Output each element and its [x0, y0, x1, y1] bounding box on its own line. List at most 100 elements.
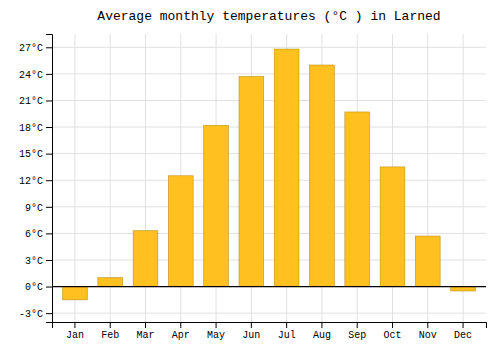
- tick: 12°C: [19, 176, 52, 187]
- tick: 27°C: [19, 43, 52, 54]
- tick: 21°C: [19, 96, 52, 107]
- tick: 15°C: [19, 149, 52, 160]
- bar: [204, 125, 229, 286]
- y-axis: -3°C 0°C 3°C 6°C 9°C 12°C 15°C 18°C 21°C 24°C 27°C: [19, 35, 53, 323]
- tick-mark: [46, 260, 52, 261]
- tick: Apr: [172, 322, 190, 341]
- bars: [52, 49, 486, 300]
- tick-label: 21°C: [19, 96, 43, 107]
- tick: Aug: [313, 322, 331, 341]
- tick-label: 15°C: [19, 149, 43, 160]
- axis-line: [53, 323, 487, 329]
- tick-label: 3°C: [25, 256, 43, 267]
- tick-label: 12°C: [19, 176, 43, 187]
- tick: 3°C: [25, 256, 52, 267]
- grid: [52, 34, 486, 322]
- tick-mark: [180, 322, 181, 328]
- tick-label: Sep: [348, 330, 366, 341]
- tick-mark: [145, 322, 146, 328]
- grid-line: [52, 233, 486, 234]
- tick-label: Oct: [383, 330, 401, 341]
- tick-label: Mar: [136, 330, 154, 341]
- bar: [168, 176, 193, 287]
- tick-label: 9°C: [25, 203, 43, 214]
- tick-label: Nov: [419, 330, 437, 341]
- grid-line: [52, 180, 486, 181]
- tick-mark: [46, 47, 52, 48]
- tick-mark: [463, 322, 464, 328]
- tick-mark: [46, 127, 52, 128]
- tick-mark: [74, 322, 75, 328]
- tick-label: 27°C: [19, 43, 43, 54]
- tick-label: -3°C: [19, 309, 43, 320]
- tick: Nov: [419, 322, 437, 341]
- bar: [133, 231, 158, 287]
- tick-label: 24°C: [19, 70, 43, 81]
- tick-label: Feb: [101, 330, 119, 341]
- chart: -3°C 0°C 3°C 6°C 9°C 12°C 15°C 18°C 21°C 24°C 27°C…: [0, 0, 500, 350]
- tick-label: 0°C: [25, 282, 43, 293]
- tick-mark: [357, 322, 358, 328]
- grid-line: [463, 34, 464, 322]
- plot: -3°C 0°C 3°C 6°C 9°C 12°C 15°C 18°C 21°C 24°C 27°C…: [19, 34, 487, 341]
- bar: [380, 167, 405, 287]
- tick: Feb: [101, 322, 119, 341]
- bar: [310, 65, 335, 287]
- tick-mark: [46, 287, 52, 288]
- bar: [415, 236, 440, 287]
- tick-mark: [286, 322, 287, 328]
- tick: 18°C: [19, 123, 52, 134]
- tick: May: [207, 322, 225, 341]
- tick: Jul: [278, 322, 296, 341]
- grid-line: [52, 127, 486, 128]
- tick-mark: [321, 322, 322, 328]
- bar: [274, 49, 299, 286]
- tick-label: Jul: [278, 330, 296, 341]
- x-axis: Jan Feb Mar Apr May Jun Jul Aug Sep Oct Nov Dec: [53, 322, 487, 341]
- tick-mark: [216, 322, 217, 328]
- grid-line: [52, 73, 486, 74]
- tick-mark: [46, 207, 52, 208]
- grid-line: [52, 153, 486, 154]
- tick-mark: [251, 322, 252, 328]
- tick: Mar: [136, 322, 154, 341]
- tick: 6°C: [25, 229, 52, 240]
- tick-label: Aug: [313, 330, 331, 341]
- grid-line: [52, 100, 486, 101]
- tick-mark: [392, 322, 393, 328]
- grid-line: [52, 286, 486, 287]
- title: Average monthly temperatures (°C ) in La…: [97, 9, 440, 24]
- tick: 0°C: [25, 282, 52, 293]
- tick: Jun: [242, 322, 260, 341]
- bar: [239, 77, 264, 287]
- tick-label: May: [207, 330, 225, 341]
- tick: 9°C: [25, 203, 52, 214]
- tick-mark: [46, 233, 52, 234]
- tick-label: Jun: [242, 330, 260, 341]
- axis-line: [46, 35, 53, 323]
- tick-label: Dec: [454, 330, 472, 341]
- grid-line: [52, 47, 486, 48]
- tick-label: 18°C: [19, 123, 43, 134]
- tick-label: Jan: [66, 330, 84, 341]
- bar: [63, 287, 88, 300]
- tick: Oct: [383, 322, 401, 341]
- tick-label: Apr: [172, 330, 190, 341]
- bar: [345, 112, 370, 287]
- tick-mark: [427, 322, 428, 328]
- tick: Dec: [454, 322, 472, 341]
- grid-line: [52, 313, 486, 314]
- bar: [98, 278, 123, 287]
- bar: [451, 287, 476, 291]
- tick-mark: [46, 100, 52, 101]
- tick-mark: [46, 313, 52, 314]
- grid-line: [74, 34, 75, 322]
- tick: Sep: [348, 322, 366, 341]
- tick: 24°C: [19, 70, 52, 81]
- tick-mark: [46, 154, 52, 155]
- tick-label: 6°C: [25, 229, 43, 240]
- grid-line: [52, 206, 486, 207]
- tick-mark: [46, 180, 52, 181]
- tick: Jan: [66, 322, 84, 341]
- tick-mark: [110, 322, 111, 328]
